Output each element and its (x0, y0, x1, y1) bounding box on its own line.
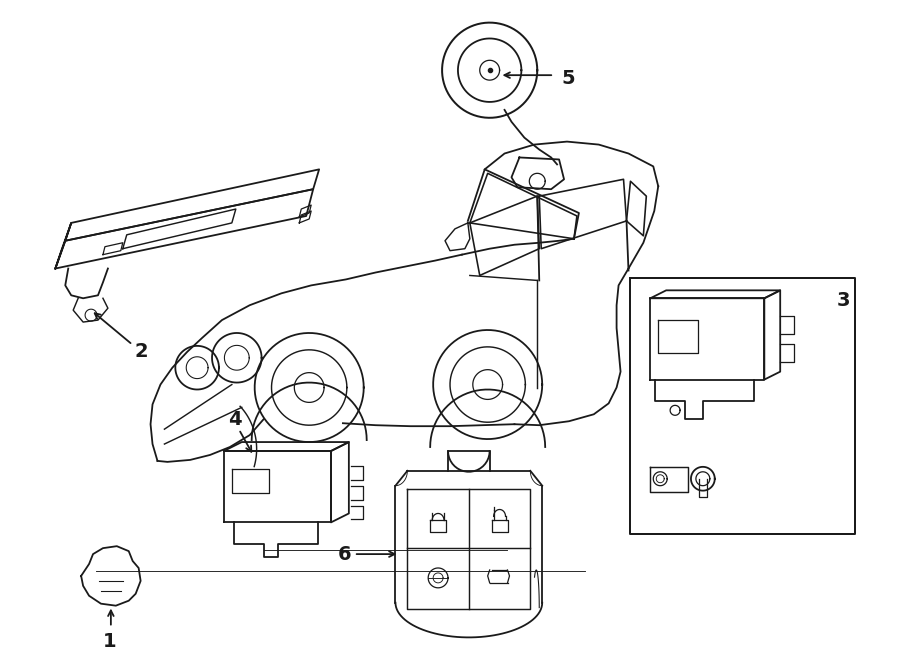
Text: 2: 2 (135, 342, 148, 362)
Text: 3: 3 (837, 291, 850, 310)
Text: 1: 1 (103, 632, 117, 651)
Text: 6: 6 (338, 545, 352, 564)
Text: 4: 4 (228, 410, 241, 429)
Text: 5: 5 (561, 69, 575, 88)
